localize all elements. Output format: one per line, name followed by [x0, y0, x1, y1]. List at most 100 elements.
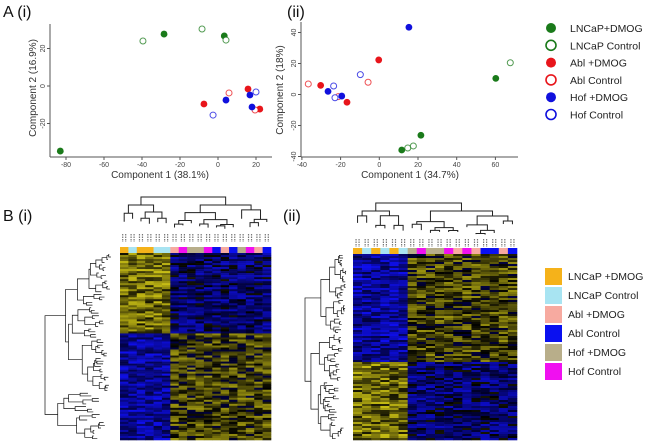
- heatmap-cell: [425, 382, 436, 385]
- heatmap-cell: [489, 346, 500, 349]
- heatmap-cell: [120, 381, 129, 384]
- heatmap-cell: [407, 362, 418, 365]
- heatmap-cell: [471, 302, 481, 305]
- heatmap-cell: [471, 312, 481, 315]
- heatmap-cell: [254, 327, 263, 330]
- heatmap-cell: [480, 302, 490, 305]
- heatmap-cell: [170, 339, 180, 342]
- heatmap-cell: [170, 305, 180, 308]
- heatmap-cell: [498, 398, 509, 401]
- heatmap-cell: [416, 330, 427, 333]
- heatmap-cell: [128, 361, 138, 364]
- heatmap-cell: [178, 339, 188, 342]
- heatmap-cell: [245, 377, 255, 380]
- heatmap-cell: [136, 329, 146, 332]
- heatmap-cell: [498, 424, 509, 427]
- dendrogram-branch: [44, 315, 66, 415]
- heatmap-cell: [178, 413, 188, 417]
- heatmap-cell: [362, 398, 372, 401]
- heatmap-cell: [161, 265, 171, 268]
- dendrogram-branch: [249, 222, 259, 228]
- heatmap-cell: [453, 368, 463, 371]
- heatmap-cell: [507, 376, 518, 379]
- heatmap-cell: [254, 331, 263, 334]
- dendrogram-branch: [99, 296, 105, 301]
- heatmap-cell: [471, 294, 481, 297]
- heatmap-cell: [407, 300, 418, 303]
- heatmap-cell: [220, 437, 230, 441]
- heatmap-cell: [245, 363, 255, 366]
- heatmap-cell: [444, 288, 454, 291]
- heatmap-cell: [425, 290, 436, 293]
- heatmap-cell: [245, 389, 255, 393]
- heatmap-cell: [471, 402, 481, 405]
- heatmap-cell: [489, 402, 500, 405]
- heatmap-cell: [435, 282, 445, 285]
- heatmap-cell: [462, 360, 472, 363]
- heatmap-cell: [128, 419, 138, 423]
- heatmap-cell: [245, 353, 255, 356]
- heatmap-cell: [398, 390, 408, 393]
- heatmap-cell: [453, 304, 463, 307]
- heatmap-cell: [178, 415, 188, 419]
- heatmap-cell: [229, 325, 238, 328]
- heatmap-cell: [380, 430, 390, 433]
- heatmap-cell: [187, 345, 196, 348]
- heatmap-cell: [145, 431, 154, 435]
- heatmap-cell: [362, 332, 372, 335]
- heatmap-cell: [153, 431, 163, 435]
- heatmap-cell: [425, 304, 436, 307]
- heatmap-cell: [435, 264, 445, 267]
- x-tick-label: -40: [297, 162, 307, 169]
- heatmap-cell: [435, 306, 445, 309]
- heatmap-cell: [416, 380, 427, 383]
- heatmap-cell: [229, 317, 238, 320]
- heatmap-cell: [389, 426, 399, 429]
- heatmap-cell: [353, 376, 363, 379]
- heatmap-cell: [161, 297, 171, 300]
- heatmap-cell: [371, 418, 381, 421]
- heatmap-cell: [145, 321, 154, 324]
- heatmap-cell: [462, 396, 472, 399]
- heatmap-cell: [425, 366, 436, 369]
- heatmap-cell: [498, 406, 509, 409]
- heatmap-cell: [407, 376, 418, 379]
- heatmap-cell: [136, 387, 146, 391]
- heatmap-cell: [254, 417, 263, 421]
- heatmap-cell: [389, 358, 399, 361]
- heatmap-cell: [435, 352, 445, 355]
- heatmap-cell: [416, 298, 427, 301]
- heatmap-cell: [498, 356, 509, 359]
- heatmap-cell: [507, 338, 518, 341]
- heatmap-cell: [407, 358, 418, 361]
- heatmap-cell: [444, 394, 454, 397]
- heatmap-cell: [136, 311, 146, 314]
- heatmap-cell: [453, 278, 463, 281]
- heatmap-cell: [425, 376, 436, 379]
- heatmap-cell: [212, 405, 221, 409]
- column-group-bar: [398, 248, 408, 254]
- dendrogram-branch: [335, 363, 340, 368]
- heatmap-cell: [471, 406, 481, 409]
- heatmap-cell: [254, 273, 263, 276]
- heatmap-cell: [220, 321, 230, 324]
- heatmap-cell: [435, 270, 445, 273]
- heatmap-cell: [136, 283, 146, 286]
- dendrogram-branch: [97, 344, 103, 349]
- heatmap-cell: [203, 379, 213, 382]
- heatmap-cell: [237, 399, 247, 403]
- heatmap-cell: [462, 432, 472, 435]
- heatmap-cell: [262, 279, 272, 282]
- heatmap-cell: [212, 341, 221, 344]
- heatmap-cell: [128, 257, 138, 260]
- heatmap-cell: [203, 335, 213, 338]
- heatmap-cell: [489, 320, 500, 323]
- heatmap-cell: [237, 397, 247, 401]
- dendrogram-branch: [337, 293, 341, 299]
- heatmap-cell: [178, 373, 188, 376]
- heatmap-cell: [416, 390, 427, 393]
- heatmap-cell: [229, 297, 238, 300]
- heatmap-cell: [187, 437, 196, 441]
- heatmap-cell: [145, 381, 154, 384]
